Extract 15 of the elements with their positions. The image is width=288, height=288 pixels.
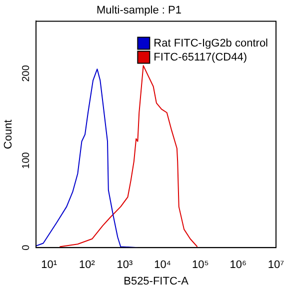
x-tick-label: 10² (78, 259, 96, 272)
chart-title: Multi-sample : P1 (96, 4, 182, 17)
x-tick-label: 10³ (116, 259, 134, 272)
x-axis-title: B525-FITC-A (124, 275, 190, 288)
y-tick-label: 100 (20, 152, 32, 169)
y-tick-label: 0 (20, 244, 32, 250)
x-tick-label: 10⁷ (268, 259, 284, 272)
x-tick-label: 10¹ (41, 259, 58, 272)
x-tick-label: 10⁵ (192, 259, 209, 272)
x-tick-label: 10⁶ (230, 259, 247, 272)
y-tick-label: 200 (20, 64, 32, 82)
legend-label: Rat FITC-IgG2b control (154, 38, 268, 50)
x-tick-label: 10⁴ (154, 259, 172, 272)
legend-label: FITC-65117(CD44) (154, 52, 248, 64)
y-axis-title: Count (2, 120, 15, 150)
